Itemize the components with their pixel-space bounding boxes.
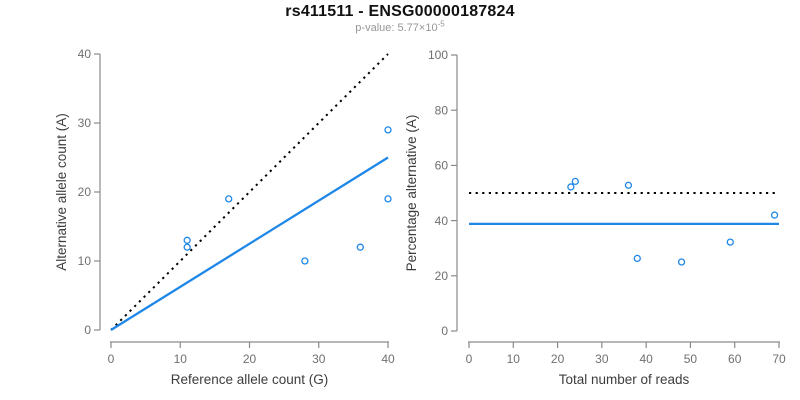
p-value-subtitle: p-value: 5.77×10-5 [0, 19, 800, 34]
data-point [624, 181, 633, 189]
data-point [726, 238, 734, 246]
data-point [384, 195, 392, 203]
y-axis-title: Alternative allele count (A) [54, 113, 69, 271]
data-point [301, 257, 309, 265]
y-tick-label: 100 [428, 48, 448, 62]
y-axis-title: Percentage alternative (A) [404, 115, 419, 272]
data-point [183, 243, 191, 251]
x-tick-label: 10 [174, 352, 188, 366]
x-tick-label: 30 [312, 352, 326, 366]
data-point [677, 258, 686, 266]
data-point [633, 254, 641, 263]
y-tick-label: 10 [78, 254, 92, 268]
y-tick-label: 20 [435, 269, 449, 283]
data-point [770, 211, 779, 219]
data-point [567, 183, 575, 191]
y-tick-label: 20 [78, 185, 92, 199]
y-tick-label: 30 [78, 116, 92, 130]
y-tick-label: 0 [84, 323, 91, 337]
x-tick-label: 0 [466, 352, 473, 366]
y-tick-label: 40 [78, 47, 92, 61]
x-tick-label: 20 [243, 352, 257, 366]
y-tick-label: 60 [435, 159, 449, 173]
x-tick-label: 10 [507, 352, 521, 366]
data-point [571, 177, 579, 186]
y-tick-label: 0 [441, 324, 448, 338]
x-axis-title: Reference allele count (G) [171, 372, 329, 387]
x-tick-label: 70 [772, 352, 786, 366]
x-tick-label: 60 [728, 352, 742, 366]
data-point [384, 126, 392, 134]
x-tick-label: 40 [381, 352, 395, 366]
p-value-exponent: -5 [437, 19, 445, 29]
data-point [183, 236, 191, 244]
figure-title: rs411511 - ENSG00000187824 [285, 3, 515, 20]
identity-line [110, 53, 389, 331]
allele-count-plot: 0 10 20 30 40 0 10 20 30 40 Reference allele count… [54, 47, 395, 387]
x-tick-label: 30 [595, 352, 609, 366]
x-tick-label: 20 [551, 352, 565, 366]
y-tick-label: 80 [435, 103, 449, 117]
data-point [356, 243, 364, 251]
x-tick-label: 40 [639, 352, 653, 366]
data-point [225, 195, 233, 203]
x-axis-title: Total number of reads [559, 372, 690, 387]
p-value-text: p-value: 5.77×10 [355, 22, 438, 34]
fit-line [110, 156, 389, 331]
percentage-reads-plot: 0 20 40 60 80 100 0 10 20 30 40 50 60 70 Total number … [404, 48, 786, 387]
y-tick-label: 40 [435, 214, 449, 228]
x-tick-label: 50 [684, 352, 698, 366]
x-tick-label: 0 [108, 352, 115, 366]
